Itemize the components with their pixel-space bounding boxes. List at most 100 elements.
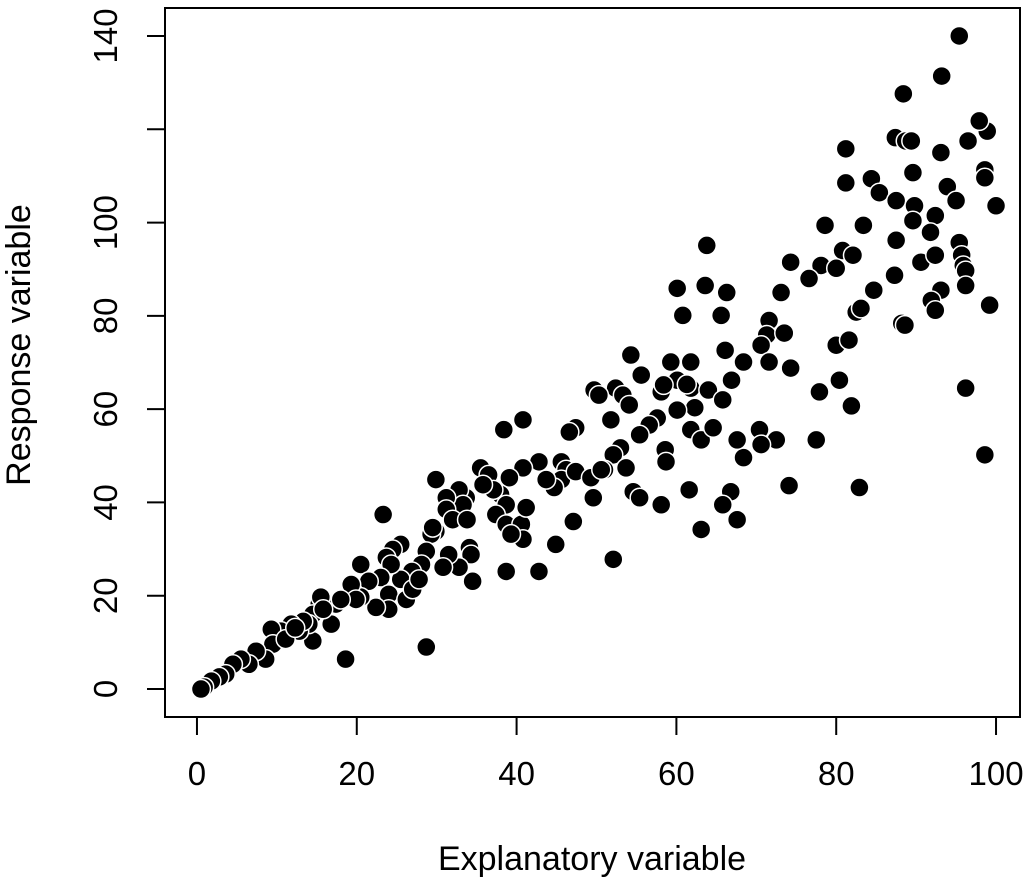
- data-point: [588, 384, 610, 406]
- data-point: [600, 409, 622, 431]
- data-point: [902, 210, 924, 231]
- data-point: [955, 275, 976, 296]
- y-tick-label: 140: [87, 8, 124, 63]
- data-point: [416, 636, 437, 658]
- data-point: [925, 205, 946, 226]
- data-point: [650, 494, 672, 516]
- data-point: [630, 364, 652, 386]
- data-point: [774, 322, 795, 344]
- data-point: [702, 417, 724, 439]
- data-point: [696, 235, 718, 256]
- data-point: [499, 467, 520, 488]
- data-point: [930, 142, 952, 163]
- data-point: [666, 399, 688, 421]
- data-point: [758, 351, 780, 373]
- data-point: [425, 469, 447, 490]
- data-point: [563, 511, 584, 532]
- data-point: [902, 162, 924, 183]
- data-point: [750, 334, 772, 356]
- data-point: [676, 374, 698, 395]
- data-point: [894, 314, 916, 336]
- data-point: [849, 477, 870, 498]
- data-point: [512, 409, 534, 431]
- y-tick-label: 20: [87, 577, 124, 614]
- x-tick-label: 100: [968, 755, 1023, 792]
- data-point: [619, 394, 640, 416]
- data-point: [925, 300, 946, 321]
- x-axis: 0 20 40 60 80 100: [188, 716, 1024, 792]
- data-point: [778, 475, 800, 496]
- y-tick-label: 60: [87, 391, 124, 428]
- data-point: [974, 167, 996, 189]
- data-point: [678, 479, 700, 501]
- data-point: [920, 222, 941, 243]
- data-point: [716, 282, 737, 303]
- data-point: [885, 230, 907, 251]
- data-point: [829, 369, 850, 391]
- data-point: [884, 265, 905, 286]
- data-point: [583, 487, 604, 509]
- data-point: [893, 83, 914, 105]
- points-layer: [190, 25, 1007, 700]
- data-point: [653, 374, 674, 396]
- data-point: [721, 369, 742, 391]
- data-point: [559, 421, 580, 443]
- data-point: [814, 215, 836, 236]
- data-point: [545, 534, 566, 555]
- x-tick-label: 80: [818, 755, 855, 792]
- x-tick-label: 40: [498, 755, 535, 792]
- data-point: [372, 504, 394, 525]
- data-point: [603, 549, 624, 570]
- y-tick-label: 80: [87, 297, 124, 334]
- data-point: [680, 351, 702, 373]
- data-point: [974, 444, 996, 466]
- data-point: [350, 554, 372, 575]
- x-axis-title: Explanatory variable: [438, 840, 746, 878]
- data-point: [835, 138, 857, 160]
- data-point: [515, 497, 537, 518]
- data-point: [684, 397, 706, 418]
- data-point: [312, 599, 334, 620]
- data-point: [780, 357, 801, 379]
- data-point: [456, 509, 478, 530]
- data-point: [620, 344, 642, 366]
- data-point: [335, 648, 356, 670]
- data-point: [284, 617, 306, 639]
- data-point: [422, 517, 443, 538]
- data-point: [690, 519, 712, 540]
- plot-frame: [164, 7, 1021, 718]
- data-point: [885, 190, 907, 211]
- data-point: [432, 557, 454, 578]
- data-point: [712, 389, 733, 411]
- data-point: [495, 561, 517, 582]
- data-point: [863, 279, 885, 301]
- data-point: [798, 268, 820, 289]
- data-point: [535, 469, 557, 490]
- data-point: [726, 429, 748, 451]
- data-point: [842, 244, 864, 266]
- y-axis: 0 20 40 60 80 100 140: [87, 8, 166, 698]
- data-point: [408, 569, 430, 590]
- data-point: [330, 589, 352, 610]
- data-point: [629, 424, 650, 446]
- data-point: [850, 298, 872, 319]
- data-point: [985, 195, 1007, 217]
- data-point: [733, 447, 754, 468]
- data-point: [672, 305, 694, 326]
- data-point: [945, 190, 967, 211]
- data-point: [710, 305, 732, 326]
- data-point: [726, 509, 748, 530]
- data-point: [838, 329, 860, 351]
- data-point: [462, 571, 483, 592]
- data-point: [460, 544, 482, 565]
- data-point: [979, 294, 1000, 316]
- data-point: [500, 523, 522, 545]
- x-tick-label: 20: [338, 755, 375, 792]
- y-tick-label: 0: [87, 680, 124, 698]
- data-point: [955, 377, 976, 399]
- data-point: [698, 379, 719, 401]
- data-point: [528, 561, 550, 582]
- x-tick-label: 60: [658, 755, 695, 792]
- data-point: [694, 275, 716, 296]
- data-point: [750, 434, 772, 455]
